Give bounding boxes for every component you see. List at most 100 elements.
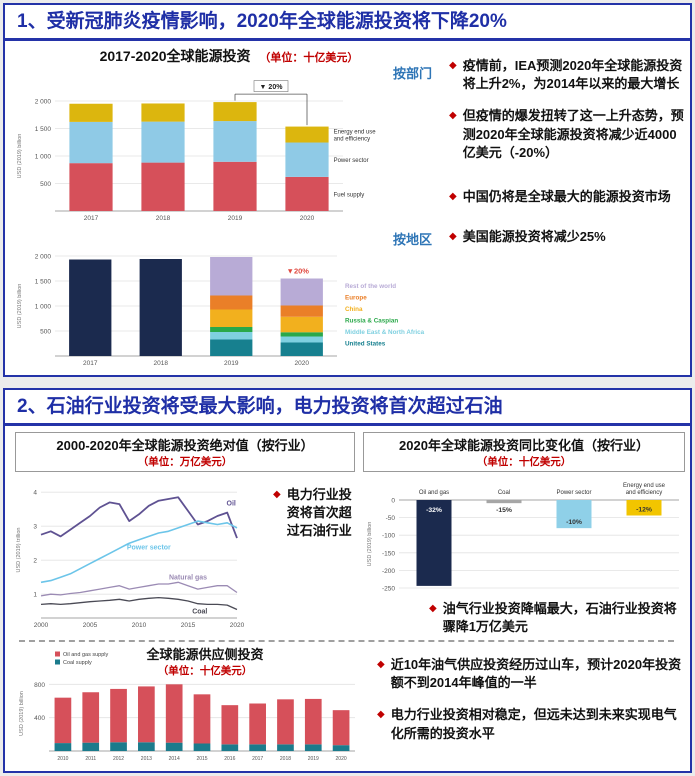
svg-text:Coal: Coal <box>498 490 510 496</box>
svg-text:2015: 2015 <box>196 756 207 762</box>
svg-text:2019: 2019 <box>228 215 243 222</box>
svg-text:2019: 2019 <box>308 756 319 762</box>
diamond-bullet-icon: ◆ <box>273 489 281 500</box>
svg-text:2018: 2018 <box>280 756 291 762</box>
svg-text:Europe: Europe <box>345 295 367 302</box>
bullet-text: 近10年油气供应投资经历过山车，预计2020年投资额不到2014年峰值的一半 <box>390 657 682 691</box>
svg-text:2015: 2015 <box>181 622 196 629</box>
svg-text:-150: -150 <box>382 550 395 557</box>
svg-text:2 000: 2 000 <box>35 99 52 106</box>
yoy-chart-unit-label: （单位：十亿美元） <box>476 456 572 468</box>
diamond-bullet-icon: ◆ <box>449 190 457 202</box>
svg-text:USD (2019) billion: USD (2019) billion <box>367 522 373 567</box>
svg-text:Coal: Coal <box>192 609 207 616</box>
diamond-bullet-icon: ◆ <box>377 659 385 670</box>
svg-text:USD (2019) trillion: USD (2019) trillion <box>16 528 22 573</box>
svg-text:USD (2019) billion: USD (2019) billion <box>19 691 25 736</box>
bullet-text: 美国能源投资将减少25% <box>462 229 606 245</box>
slide-1-bullets: ◆ 疫情前，IEA预测2020年全球能源投资将上升2%，为2014年以来的最大增… <box>449 57 687 258</box>
diamond-bullet-icon: ◆ <box>449 110 457 122</box>
svg-text:2010: 2010 <box>132 622 147 629</box>
svg-text:2020: 2020 <box>295 360 310 367</box>
bullet-text: 油气行业投资降幅最大，石油行业投资将骤降1万亿美元 <box>442 601 677 635</box>
bullet-text: 疫情前，IEA预测2020年全球能源投资将上升2%，为2014年以来的最大增长 <box>462 58 683 92</box>
supply-chart-title: 全球能源供应侧投资 （单位：十亿美元） <box>75 644 335 678</box>
bullet-item: ◆ 美国能源投资将减少25% <box>449 228 687 246</box>
svg-text:▼ 20%: ▼ 20% <box>260 84 284 91</box>
svg-text:USD (2019) billion: USD (2019) billion <box>17 134 23 179</box>
svg-text:Russia & Caspian: Russia & Caspian <box>345 318 398 325</box>
svg-text:1 000: 1 000 <box>35 304 52 311</box>
svg-text:1 500: 1 500 <box>35 279 52 286</box>
svg-text:1 500: 1 500 <box>35 126 52 133</box>
svg-text:2: 2 <box>33 558 37 565</box>
svg-text:▼20%: ▼20% <box>287 267 310 276</box>
sector-stacked-bar-chart: 500 1 000 1 500 2 000 2017 2018 2019 2020 USD (2… <box>17 80 377 222</box>
svg-text:500: 500 <box>40 181 51 188</box>
svg-text:500: 500 <box>40 329 51 336</box>
svg-text:2010: 2010 <box>57 756 68 762</box>
absolute-chart-title: 2000-2020年全球能源投资绝对值（按行业） （单位：万亿美元） <box>15 432 355 472</box>
svg-text:Energy end use: Energy end use <box>334 130 377 136</box>
supply-chart-title-text: 全球能源供应侧投资 <box>146 647 264 662</box>
bullet-item: ◆ 电力行业投资相对稳定，但远未达到未来实现电气化所需的投资水平 <box>377 706 689 742</box>
energy-investment-line-chart: 1 2 3 4 2000 2005 2010 2015 2020 Oil Power sector N… <box>16 490 245 629</box>
bullet-item: ◆ 电力行业投资将首次超过石油行业 <box>273 486 363 541</box>
by-sector-label: 按部门 <box>393 66 433 81</box>
svg-text:800: 800 <box>34 682 45 689</box>
supply-chart-unit-label: （单位：十亿美元） <box>157 665 253 677</box>
svg-text:USD (2019) billion: USD (2019) billion <box>17 284 23 329</box>
svg-text:2017: 2017 <box>84 215 99 222</box>
svg-text:2000: 2000 <box>34 622 49 629</box>
svg-text:-15%: -15% <box>496 507 512 514</box>
svg-text:Power sector: Power sector <box>127 544 171 551</box>
svg-text:Fuel supply: Fuel supply <box>334 192 365 198</box>
svg-text:1: 1 <box>33 592 37 599</box>
svg-text:-250: -250 <box>382 586 395 593</box>
region-stacked-bar-chart: 500 1 000 1 500 2 000 2017 2018 2019 2020 USD (2… <box>17 254 425 368</box>
svg-text:Power sector: Power sector <box>556 490 591 496</box>
bullet-item: ◆ 油气行业投资降幅最大，石油行业投资将骤降1万亿美元 <box>429 600 687 636</box>
svg-text:2014: 2014 <box>169 756 180 762</box>
bullet-item: ◆ 中国仍将是全球最大的能源投资市场 <box>449 188 687 206</box>
supply-side-bar-chart: 400 800 2010 2011 2012 2013 2014 2015 2016 2017 20… <box>19 651 355 762</box>
svg-text:1 000: 1 000 <box>35 154 52 161</box>
diamond-bullet-icon: ◆ <box>429 603 437 614</box>
svg-text:2020: 2020 <box>300 215 315 222</box>
svg-text:2 000: 2 000 <box>35 254 52 261</box>
absolute-chart-title-text: 2000-2020年全球能源投资绝对值（按行业） <box>56 438 314 453</box>
diamond-bullet-icon: ◆ <box>449 60 457 71</box>
svg-text:2018: 2018 <box>156 215 171 222</box>
svg-text:2020: 2020 <box>336 756 347 762</box>
slide-1-header: 1、受新冠肺炎疫情影响，2020年全球能源投资将下降20% <box>5 5 690 41</box>
bullet-text: 电力行业投资相对稳定，但远未达到未来实现电气化所需的投资水平 <box>390 707 677 741</box>
svg-text:-50: -50 <box>386 515 396 522</box>
absolute-chart-unit-label: （单位：万亿美元） <box>137 456 233 468</box>
svg-text:United States: United States <box>345 341 386 348</box>
svg-text:-200: -200 <box>382 568 395 575</box>
diamond-bullet-icon: ◆ <box>449 231 457 243</box>
svg-text:Oil and gas: Oil and gas <box>419 490 449 496</box>
by-region-label: 按地区 <box>393 232 433 247</box>
sector-chart-unit-label: （单位：十亿美元） <box>259 52 359 64</box>
svg-text:Rest of the world: Rest of the world <box>345 283 396 290</box>
sector-chart-title: 2017-2020全球能源投资 （单位：十亿美元） <box>33 46 425 66</box>
svg-text:Power sector: Power sector <box>334 158 369 164</box>
svg-text:Coal supply: Coal supply <box>63 660 92 666</box>
svg-text:2016: 2016 <box>224 756 235 762</box>
svg-text:Natural gas: Natural gas <box>169 575 207 582</box>
slide-2-panel: 2、石油行业投资将受最大影响，电力投资将首次超过石油 2000-2020年全球能… <box>3 388 692 773</box>
svg-text:and efficiency: and efficiency <box>334 137 371 143</box>
bullet-text: 电力行业投资将首次超过石油行业 <box>286 487 352 539</box>
svg-text:2013: 2013 <box>141 756 152 762</box>
svg-text:-100: -100 <box>382 533 395 540</box>
diamond-bullet-icon: ◆ <box>377 709 385 721</box>
bullet-text: 中国仍将是全球最大的能源投资市场 <box>462 188 671 204</box>
svg-text:2020: 2020 <box>230 622 245 629</box>
yoy-change-bar-chart: 0 -50 -100 -150 -200 -250 Oil and gas -32% Coal -… <box>367 483 679 593</box>
svg-text:2018: 2018 <box>154 360 169 367</box>
svg-text:Middle East & North Africa: Middle East & North Africa <box>345 329 425 336</box>
dashed-divider <box>19 640 674 642</box>
svg-text:2019: 2019 <box>224 360 239 367</box>
slide-1-panel: 1、受新冠肺炎疫情影响，2020年全球能源投资将下降20% 2017-2020全… <box>3 3 692 377</box>
